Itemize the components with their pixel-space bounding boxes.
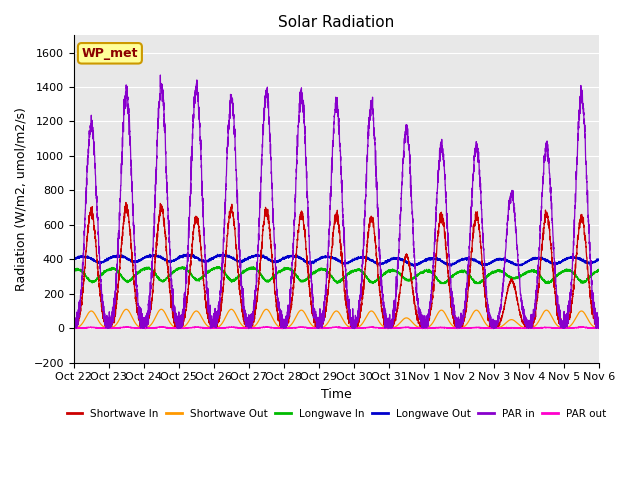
Text: WP_met: WP_met <box>82 47 138 60</box>
Legend: Shortwave In, Shortwave Out, Longwave In, Longwave Out, PAR in, PAR out: Shortwave In, Shortwave Out, Longwave In… <box>62 405 611 423</box>
Y-axis label: Radiation (W/m2, umol/m2/s): Radiation (W/m2, umol/m2/s) <box>15 107 28 291</box>
Title: Solar Radiation: Solar Radiation <box>278 15 394 30</box>
X-axis label: Time: Time <box>321 388 352 401</box>
